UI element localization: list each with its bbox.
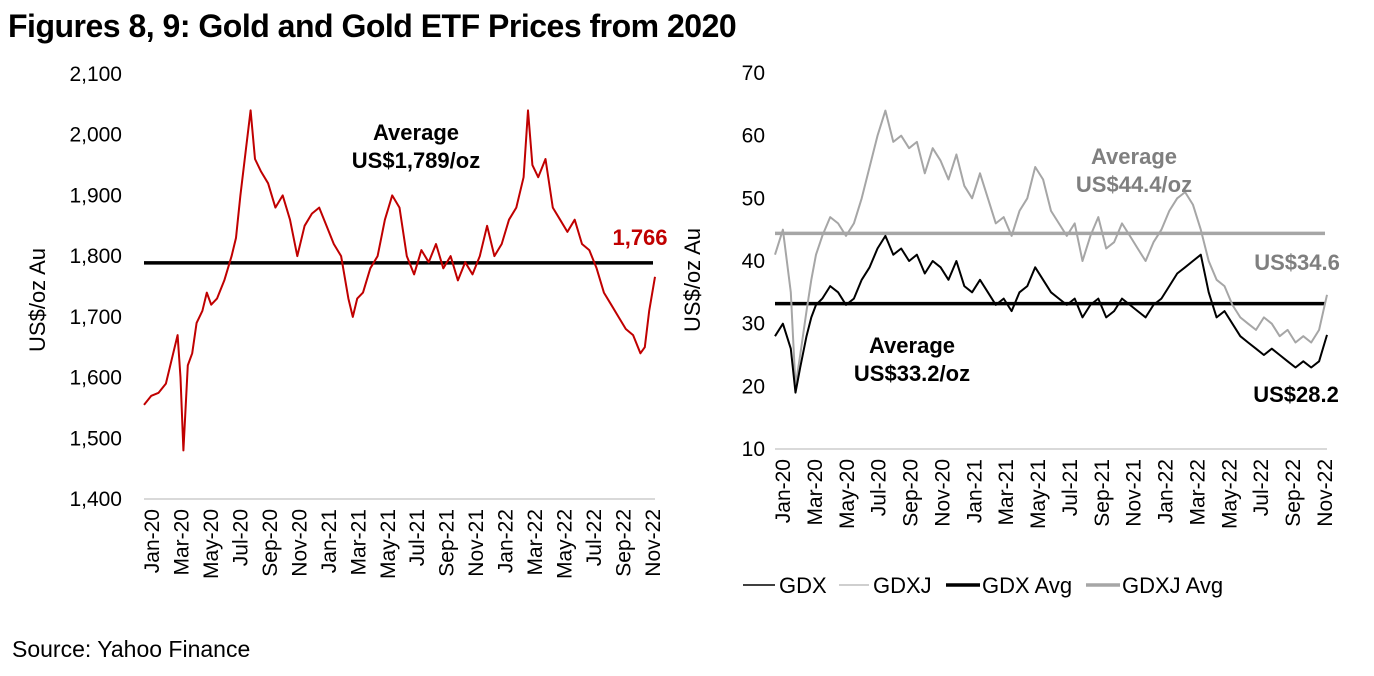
x-tick-label: Mar-22 — [524, 509, 547, 576]
gold-average-annotation-line2: US$1,789/oz — [352, 148, 480, 173]
y-tick-label: 20 — [742, 375, 765, 398]
legend-item-gdx: GDX — [743, 573, 827, 598]
legend-item-gdxj-avg: GDXJ Avg — [1086, 573, 1223, 598]
legend-item-gdxj: GDXJ — [839, 573, 932, 598]
x-tick-label: Sep-22 — [1282, 459, 1305, 527]
etf-y-axis-label: US$/oz Au — [680, 228, 705, 332]
x-tick-label: May-22 — [1218, 459, 1241, 529]
x-tick-label: Jan-20 — [772, 459, 795, 523]
figure-title: Figures 8, 9: Gold and Gold ETF Prices f… — [8, 8, 737, 44]
x-tick-label: Jul-21 — [1059, 459, 1082, 516]
x-tick-label: May-21 — [1027, 459, 1050, 529]
gold-x-axis-ticks: Jan-20 Mar-20 May-20 Jul-20 Sep-20 Nov-20 Jan-… — [141, 509, 665, 579]
x-tick-label: Nov-21 — [465, 509, 488, 577]
y-tick-label: 1,700 — [69, 306, 122, 329]
x-tick-label: Nov-22 — [1314, 459, 1337, 527]
gdxj-latest-annotation: US$34.6 — [1254, 250, 1340, 275]
gdx-line — [774, 234, 1328, 394]
gold-y-axis-ticks: 1,400 1,500 1,600 1,700 1,800 1,900 2,000 2,100 — [69, 63, 122, 511]
legend-label-gdx-avg: GDX Avg — [982, 573, 1072, 598]
legend-label-gdx: GDX — [779, 573, 827, 598]
y-tick-label: 2,000 — [69, 124, 122, 147]
x-tick-label: May-21 — [377, 509, 400, 579]
x-tick-label: Nov-21 — [1123, 459, 1146, 527]
legend-item-gdx-avg: GDX Avg — [946, 573, 1072, 598]
x-tick-label: Jan-21 — [318, 509, 341, 573]
gdxj-average-annotation-line1: Average — [1091, 144, 1177, 169]
etf-y-axis-ticks: 10 20 30 40 50 60 70 — [742, 62, 765, 461]
x-tick-label: Jul-20 — [229, 509, 252, 566]
x-tick-label: Jan-21 — [963, 459, 986, 523]
x-tick-label: Jan-22 — [1155, 459, 1178, 523]
x-tick-label: Mar-21 — [995, 459, 1018, 526]
etf-x-axis-ticks: Jan-20 Mar-20 May-20 Jul-20 Sep-20 Nov-20 Jan-… — [772, 459, 1337, 529]
gdxj-line — [774, 109, 1328, 388]
x-tick-label: Jan-22 — [495, 509, 518, 573]
x-tick-label: Jul-20 — [868, 459, 891, 516]
x-tick-label: Jan-20 — [141, 509, 164, 573]
y-tick-label: 1,800 — [69, 245, 122, 268]
y-tick-label: 70 — [742, 62, 765, 85]
gdxj-average-annotation-line2: US$44.4/oz — [1076, 172, 1192, 197]
y-tick-label: 1,500 — [69, 427, 122, 450]
gold-etf-chart: 10 20 30 40 50 60 70 US$/oz Au Jan-20 Mar-20 May… — [680, 62, 1340, 598]
x-tick-label: Sep-20 — [259, 509, 282, 577]
y-tick-label: 1,600 — [69, 367, 122, 390]
x-tick-label: Mar-22 — [1186, 459, 1209, 526]
x-tick-label: Sep-21 — [1091, 459, 1114, 527]
x-tick-label: Jul-21 — [406, 509, 429, 566]
y-tick-label: 40 — [742, 250, 765, 273]
x-tick-label: Nov-20 — [288, 509, 311, 577]
x-tick-label: May-20 — [200, 509, 223, 579]
y-tick-label: 60 — [742, 125, 765, 148]
source-note: Source: Yahoo Finance — [12, 636, 251, 662]
gold-price-line — [143, 109, 656, 452]
x-tick-label: Sep-21 — [436, 509, 459, 577]
legend-label-gdxj-avg: GDXJ Avg — [1122, 573, 1223, 598]
y-tick-label: 1,900 — [69, 184, 122, 207]
gdx-latest-annotation: US$28.2 — [1253, 382, 1339, 407]
x-tick-label: Sep-20 — [900, 459, 923, 527]
legend-label-gdxj: GDXJ — [873, 573, 932, 598]
y-tick-label: 2,100 — [69, 63, 122, 86]
gold-price-chart: 1,400 1,500 1,600 1,700 1,800 1,900 2,000 2,100… — [25, 63, 668, 579]
x-tick-label: Nov-20 — [931, 459, 954, 527]
gold-latest-annotation: 1,766 — [612, 225, 667, 250]
x-tick-label: Mar-20 — [804, 459, 827, 526]
x-tick-label: Sep-22 — [613, 509, 636, 577]
gold-average-annotation-line1: Average — [373, 120, 459, 145]
y-tick-label: 50 — [742, 187, 765, 210]
x-tick-label: Jul-22 — [1250, 459, 1273, 516]
gdx-average-annotation-line2: US$33.2/oz — [854, 361, 970, 386]
x-tick-label: Mar-21 — [347, 509, 370, 576]
y-tick-label: 10 — [742, 438, 765, 461]
y-tick-label: 30 — [742, 313, 765, 336]
x-tick-label: Jul-22 — [583, 509, 606, 566]
gdx-average-annotation-line1: Average — [869, 333, 955, 358]
y-tick-label: 1,400 — [69, 488, 122, 511]
x-tick-label: May-22 — [554, 509, 577, 579]
x-tick-label: Nov-22 — [642, 509, 665, 577]
gold-y-axis-label: US$/oz Au — [25, 248, 50, 352]
etf-legend: GDX GDXJ GDX Avg GDXJ Avg — [743, 573, 1223, 598]
x-tick-label: Mar-20 — [170, 509, 193, 576]
x-tick-label: May-20 — [836, 459, 859, 529]
